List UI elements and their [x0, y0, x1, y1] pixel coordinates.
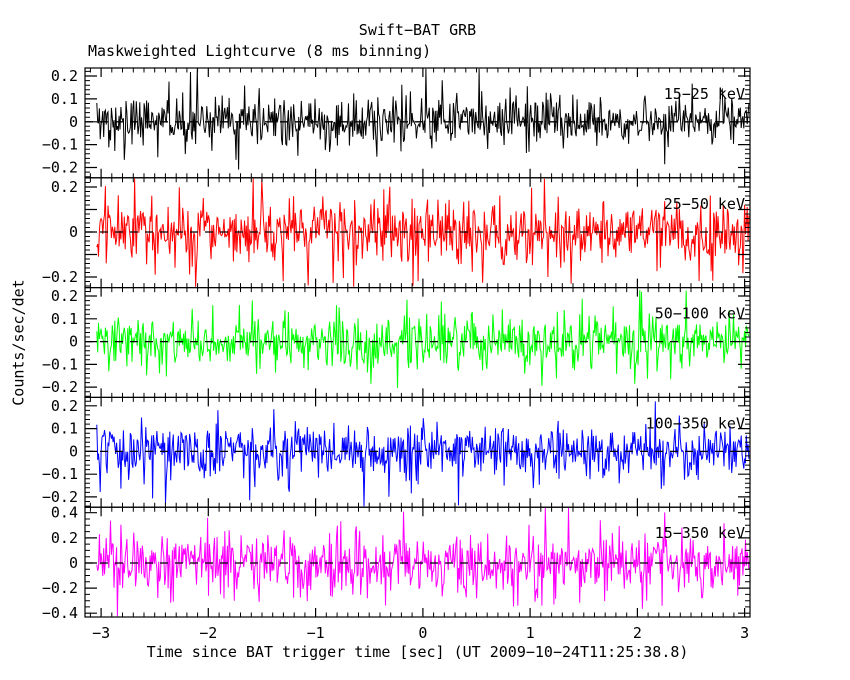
y-tick-label: 0.4 [51, 504, 78, 522]
major-tick-marks [85, 177, 750, 288]
minor-tick-marks [85, 68, 750, 178]
y-tick-label: 0.1 [51, 420, 78, 438]
y-tick-label: −0.2 [42, 268, 78, 286]
y-tick-label: 0.2 [51, 397, 78, 415]
y-tick-label: 0.1 [51, 310, 78, 328]
panel-15-350-keV: 0.4 0.2 0 −0.2 −0.4 15−350 keV [42, 504, 751, 622]
y-tick-label: 0.1 [51, 90, 78, 108]
minor-tick-marks [85, 177, 750, 288]
x-tick-label: 0 [418, 624, 427, 642]
minor-tick-marks [85, 397, 750, 508]
x-tick-label: 1 [526, 624, 535, 642]
panel-frame [84, 506, 751, 618]
y-tick-label: −0.2 [42, 579, 78, 597]
x-axis-label: Time since BAT trigger time [sec] (UT 20… [146, 643, 689, 661]
lightcurve-series [96, 289, 750, 389]
x-tick-label: −2 [199, 624, 217, 642]
major-tick-marks [85, 68, 750, 178]
y-tick-label: 0.2 [51, 67, 78, 85]
y-tick-label: −0.1 [42, 355, 78, 373]
y-tick-label: −0.4 [42, 604, 78, 622]
x-tick-label: −1 [307, 624, 325, 642]
plot-subtitle: Maskweighted Lightcurve (8 ms binning) [88, 42, 432, 60]
y-tick-label: 0 [69, 554, 78, 572]
band-label: 25−50 keV [664, 195, 745, 213]
y-tick-label: 0.2 [51, 178, 78, 196]
lightcurve-series [96, 507, 750, 617]
band-label: 50−100 keV [655, 305, 745, 323]
lightcurve-series [96, 401, 750, 507]
y-tick-label: 0 [69, 442, 78, 460]
y-tick-label: −0.1 [42, 136, 78, 154]
minor-tick-marks [85, 287, 750, 398]
x-tick-label: 2 [633, 624, 642, 642]
panel-50-100-keV: 0.2 0.1 0 −0.1 −0.2 50−100 keV [42, 287, 751, 399]
y-tick-label: 0 [69, 223, 78, 241]
plot-title: Swift−BAT GRB [358, 21, 477, 39]
y-tick-label: −0.1 [42, 465, 78, 483]
lightcurve-series [96, 178, 750, 287]
y-tick-label: −0.2 [42, 378, 78, 396]
major-tick-marks [85, 397, 750, 508]
band-label: 15−25 keV [664, 85, 745, 103]
y-tick-label: −0.2 [42, 159, 78, 177]
lightcurve-series [96, 68, 750, 170]
band-label: 100−350 keV [646, 414, 745, 432]
minor-tick-marks [85, 507, 750, 617]
major-tick-marks [85, 507, 750, 617]
x-tick-label: −3 [92, 624, 110, 642]
major-tick-marks [85, 287, 750, 398]
y-tick-label: 0.2 [51, 529, 78, 547]
y-tick-label: −0.2 [42, 488, 78, 506]
y-tick-label: 0 [69, 113, 78, 131]
panel-25-50-keV: 0.2 0 −0.2 25−50 keV [42, 177, 751, 289]
y-tick-label: 0 [69, 333, 78, 351]
panel-15-25-keV: 0.2 0.1 0 −0.1 −0.2 15−25 keV [42, 67, 751, 179]
y-tick-label: 0.2 [51, 287, 78, 305]
band-label: 15−350 keV [655, 524, 745, 542]
panel-100-350-keV: 0.2 0.1 0 −0.1 −0.2 100−350 keV [42, 397, 751, 508]
x-tick-label: 3 [740, 624, 749, 642]
